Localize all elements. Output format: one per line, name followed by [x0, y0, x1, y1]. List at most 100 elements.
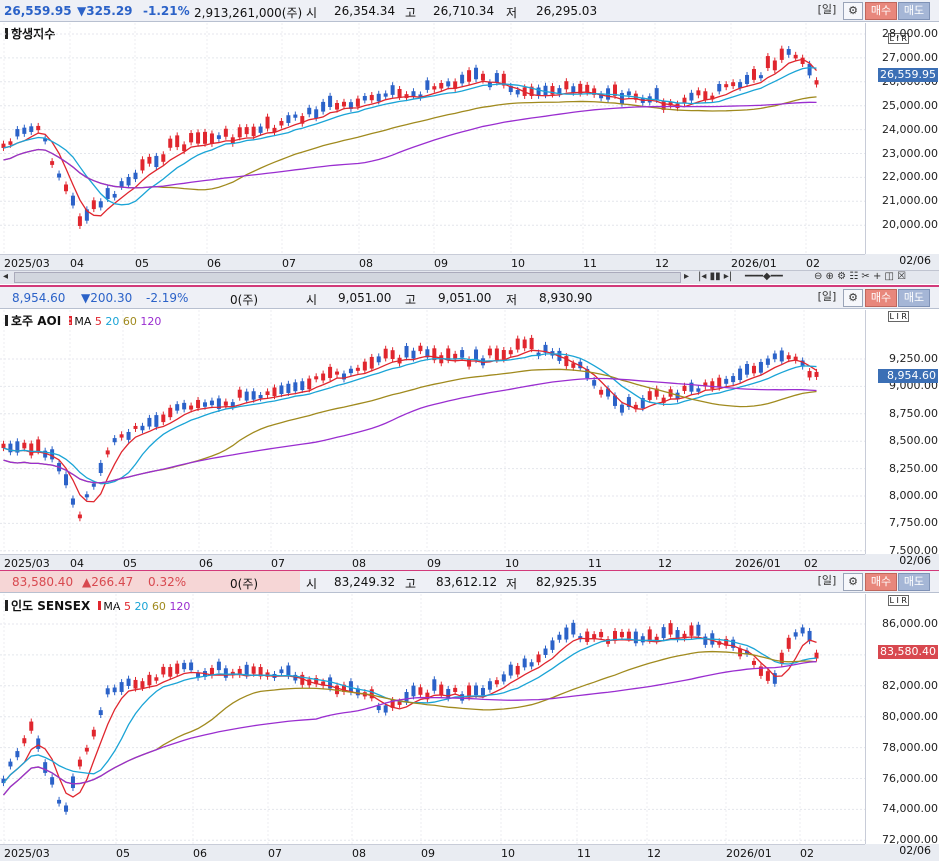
candle-body: [321, 681, 326, 686]
price-tick-label: 8,250.00: [889, 461, 938, 475]
zoom-slider[interactable]: ━━━◆━━: [745, 271, 783, 282]
price-scale[interactable]: L I R 28,000.0027,000.0026,000.0025,000.…: [865, 23, 939, 254]
candle-body: [64, 474, 69, 486]
last-date: 02/06: [865, 554, 939, 570]
candle-body: [585, 631, 590, 642]
candle-body: [22, 127, 27, 134]
candle-body: [355, 98, 360, 107]
price-scale[interactable]: L I R 86,000.0084,000.0082,000.0080,000.…: [865, 594, 939, 846]
price-tick-label: 78,000.00: [882, 740, 938, 754]
candle-body: [571, 86, 576, 93]
candle-body: [84, 209, 89, 221]
low-value: 82,925.35: [536, 575, 598, 589]
symbol-title: 호주 AOI MA 5 20 60 120: [5, 312, 161, 329]
period-button[interactable]: [일]: [817, 290, 837, 303]
period-button[interactable]: [일]: [817, 3, 837, 16]
ma-legend: MA 5 20 60 120: [69, 315, 161, 328]
candle-body: [189, 405, 194, 410]
zoom-tools-icon[interactable]: ⊖ ⊕ ⚙ ☷ ✂ + ◫ ☒: [814, 271, 907, 282]
candle-body: [460, 74, 465, 84]
date-tick-label: 2025/03: [4, 257, 50, 270]
candle-body: [147, 674, 152, 686]
volume: 2,913,261,000(주): [194, 6, 303, 20]
candle-body: [348, 102, 353, 109]
price-tick-label: 28,000.00: [882, 27, 938, 40]
candle-body: [411, 685, 416, 697]
candle-body: [376, 356, 381, 363]
candle-body: [161, 414, 166, 423]
scroll-right-icon[interactable]: ▸: [684, 271, 690, 282]
date-tick-label: 06: [193, 847, 207, 860]
candle-body: [244, 391, 249, 401]
candle-body: [432, 86, 437, 90]
settings-gear-icon[interactable]: ⚙: [843, 573, 863, 591]
candle-body: [446, 81, 451, 87]
candle-body: [661, 627, 666, 639]
candle-body: [557, 88, 562, 95]
candle-body: [599, 93, 604, 99]
settings-gear-icon[interactable]: ⚙: [843, 2, 863, 20]
date-axis: 2025/03 04 05 06 07 08 09 10 11 12 2026/01 02: [0, 254, 865, 270]
playback-controls-icon[interactable]: |◂ ▮▮ ▸|: [698, 271, 733, 282]
candle-body: [772, 60, 777, 71]
scale-mode-toggle[interactable]: L I R: [887, 311, 909, 322]
candle-body: [467, 685, 472, 698]
candle-body: [376, 93, 381, 102]
candle-body: [341, 101, 346, 107]
candle-body: [251, 666, 256, 674]
candle-body: [112, 438, 117, 443]
buy-button[interactable]: 매수: [865, 289, 897, 307]
candle-body: [606, 639, 611, 644]
scale-mode-toggle[interactable]: L I R: [887, 595, 909, 606]
price-tick-label: 74,000.00: [882, 802, 938, 816]
last-price: 26,559.95: [4, 4, 72, 18]
price-change: ▼200.30: [81, 291, 133, 305]
candle-body: [64, 805, 69, 812]
candle-body: [36, 125, 41, 131]
scroll-left-icon[interactable]: ◂: [3, 271, 9, 282]
candle-body: [383, 348, 388, 359]
price-chart-plot[interactable]: [0, 23, 865, 254]
chart-scrollbar[interactable]: ◂ ▸ |◂ ▮▮ ▸| ━━━◆━━ ⊖ ⊕ ⚙ ☷ ✂ + ◫ ☒: [0, 270, 939, 284]
candle-body: [70, 498, 75, 505]
candle-body: [147, 417, 152, 427]
candle-body: [98, 201, 103, 208]
sell-button[interactable]: 매도: [898, 289, 930, 307]
date-tick-label: 07: [282, 257, 296, 270]
candle-body: [710, 95, 715, 100]
price-scale[interactable]: L I R 9,250.00 9,000.00 8,750.00 8,500.00 8,…: [865, 310, 939, 557]
candle-body: [751, 68, 756, 80]
last-price: 83,580.40: [12, 575, 74, 589]
buy-button[interactable]: 매수: [865, 2, 897, 20]
candle-body: [793, 356, 798, 361]
candle-body: [98, 462, 103, 473]
candle-body: [696, 388, 701, 392]
ma-legend-120: 120: [140, 315, 162, 328]
period-button[interactable]: [일]: [817, 574, 837, 587]
price-chart-plot[interactable]: [0, 594, 865, 845]
candle-body: [397, 88, 402, 97]
candle-body: [307, 107, 312, 115]
sell-button[interactable]: 매도: [898, 2, 930, 20]
candle-body: [8, 443, 13, 453]
candle-body: [314, 376, 319, 380]
sell-button[interactable]: 매도: [898, 573, 930, 591]
settings-gear-icon[interactable]: ⚙: [843, 289, 863, 307]
candle-body: [550, 640, 555, 650]
candle-body: [140, 159, 145, 171]
candle-body: [501, 674, 506, 682]
candle-body: [126, 176, 131, 186]
candle-body: [293, 114, 298, 118]
last-price: 8,954.60: [12, 291, 66, 305]
date-tick-label: 2025/03: [4, 557, 50, 570]
price-chart-plot[interactable]: [0, 310, 865, 555]
buy-button[interactable]: 매수: [865, 573, 897, 591]
candle-body: [682, 97, 687, 104]
scroll-track[interactable]: [14, 272, 681, 283]
scale-mode-toggle[interactable]: L I R: [887, 33, 909, 44]
date-tick-label: 04: [70, 557, 84, 570]
date-axis: 2025/03 05 06 07 08 09 10 11 12 2026/01 02: [0, 844, 865, 861]
chart-panel-sensex: 83,580.40 ▲266.47 0.32% 0(주) 시 83,249.32…: [0, 571, 939, 861]
candle-body: [738, 82, 743, 88]
candle-body: [599, 389, 604, 395]
